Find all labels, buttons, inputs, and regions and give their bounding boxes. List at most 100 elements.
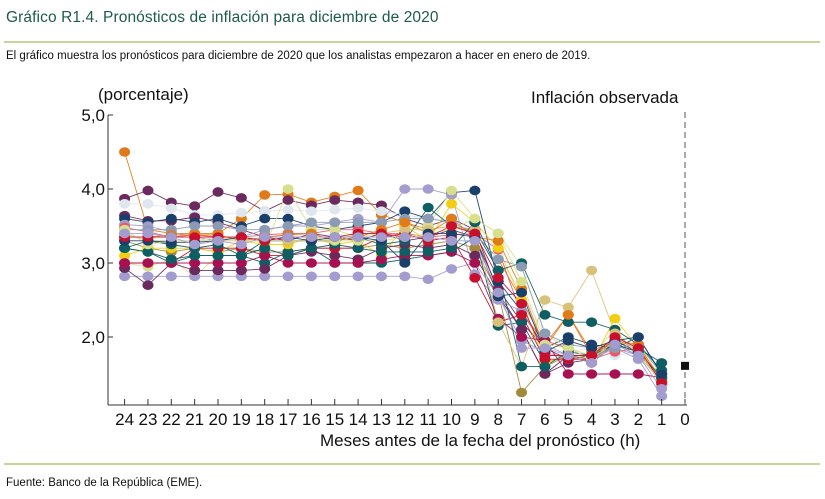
data-point xyxy=(469,250,481,261)
data-point xyxy=(165,271,177,282)
data-point xyxy=(189,258,201,268)
chart-title: Gráfico R1.4. Pronósticos de inflación p… xyxy=(6,9,439,26)
x-tick-label: 5 xyxy=(564,410,573,429)
data-point xyxy=(352,243,364,253)
data-point xyxy=(469,228,481,239)
data-point xyxy=(516,343,528,353)
data-point xyxy=(562,310,574,320)
x-tick-label: 1 xyxy=(657,410,666,429)
data-point xyxy=(329,258,341,268)
data-point xyxy=(539,310,551,320)
data-point xyxy=(329,232,341,242)
data-point xyxy=(539,328,551,339)
data-point xyxy=(305,217,317,228)
data-point xyxy=(305,258,317,268)
data-point xyxy=(539,343,551,353)
data-point xyxy=(375,247,387,257)
data-point xyxy=(375,217,387,228)
data-point xyxy=(469,185,481,196)
x-tick-label: 9 xyxy=(470,410,479,429)
data-point xyxy=(656,391,668,402)
data-point xyxy=(329,217,341,228)
data-point xyxy=(259,190,271,200)
x-tick-label: 7 xyxy=(517,410,526,429)
data-point xyxy=(609,332,621,342)
data-point xyxy=(212,265,224,276)
data-point xyxy=(469,243,481,253)
data-point xyxy=(539,295,551,305)
x-axis-label: Meses antes de la fecha del pronóstico (… xyxy=(320,431,640,450)
data-point xyxy=(586,350,598,361)
data-point xyxy=(446,221,457,231)
data-point xyxy=(329,250,341,261)
data-point xyxy=(516,387,528,398)
source-note: Fuente: Banco de la República (EME). xyxy=(6,477,203,489)
data-point xyxy=(492,273,504,283)
data-point xyxy=(632,369,644,379)
data-point xyxy=(516,261,528,272)
data-point xyxy=(539,369,551,379)
data-point xyxy=(165,254,177,265)
data-point xyxy=(235,224,247,235)
series-markers xyxy=(119,147,668,402)
x-tick-label: 11 xyxy=(419,410,437,429)
data-point xyxy=(399,184,411,194)
x-tick-label: 24 xyxy=(115,410,134,429)
data-point xyxy=(492,228,504,239)
data-point xyxy=(609,339,621,350)
series-line xyxy=(124,203,662,379)
data-point xyxy=(469,258,481,268)
top-divider xyxy=(4,41,820,43)
x-tick-label: 18 xyxy=(255,410,274,429)
data-point xyxy=(119,271,131,282)
data-point xyxy=(165,203,177,214)
data-point xyxy=(329,195,341,205)
series-line xyxy=(124,203,663,378)
y-tick-label: 5,0 xyxy=(81,106,105,125)
data-point xyxy=(305,232,317,242)
x-tick-label: 10 xyxy=(442,410,461,429)
data-point xyxy=(469,236,481,246)
data-point xyxy=(119,243,131,253)
series-line xyxy=(124,232,663,386)
y-tick-label: 3,0 xyxy=(81,254,105,273)
data-point xyxy=(632,332,644,342)
data-point xyxy=(375,271,387,282)
data-point xyxy=(259,232,271,242)
data-point xyxy=(446,228,457,239)
data-point xyxy=(212,258,224,268)
x-tick-label: 23 xyxy=(138,410,157,429)
data-point xyxy=(422,202,434,213)
series-line xyxy=(124,262,663,397)
data-point xyxy=(516,332,528,342)
data-point xyxy=(282,271,294,282)
data-point xyxy=(492,243,504,253)
data-point xyxy=(399,247,411,257)
data-point xyxy=(235,265,247,276)
data-point xyxy=(399,206,411,216)
data-point xyxy=(235,239,247,250)
data-point xyxy=(492,236,504,246)
data-point xyxy=(562,369,574,379)
data-point xyxy=(212,221,224,231)
data-point xyxy=(516,298,528,309)
data-point xyxy=(492,265,504,276)
data-point xyxy=(562,343,574,353)
y-tick-label: 2,0 xyxy=(81,328,105,347)
data-point xyxy=(422,274,434,285)
data-point xyxy=(516,310,528,320)
data-point xyxy=(119,228,131,239)
data-point xyxy=(656,384,668,394)
data-point xyxy=(586,358,598,368)
data-point xyxy=(446,236,457,246)
data-point xyxy=(446,213,457,224)
data-point xyxy=(562,302,574,313)
chart-subtitle: El gráfico muestra los pronósticos para … xyxy=(6,50,591,62)
data-point xyxy=(446,264,457,274)
data-point xyxy=(656,358,668,368)
x-tick-label: 2 xyxy=(634,410,643,429)
data-point xyxy=(352,203,364,214)
data-point xyxy=(562,317,574,328)
series-line xyxy=(124,232,663,375)
